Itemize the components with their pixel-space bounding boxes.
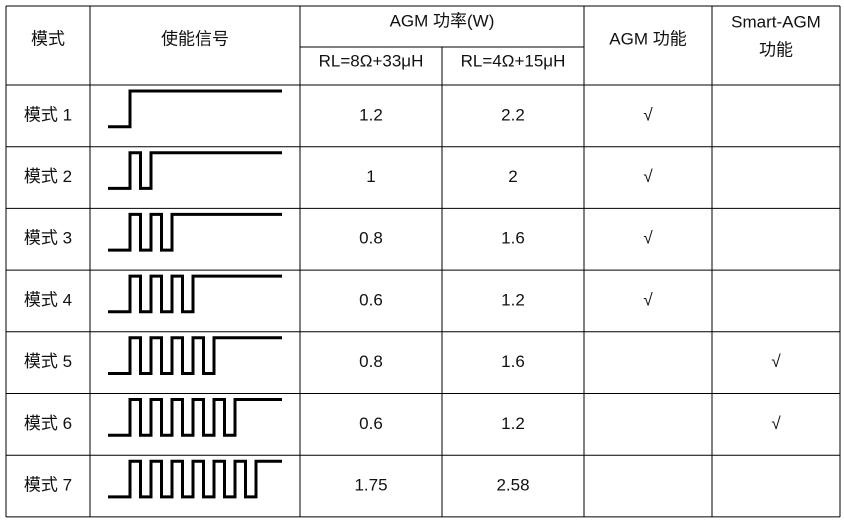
enable-signal-wave <box>108 274 282 314</box>
header-smart-agm: 功能 <box>759 40 793 59</box>
cell: 0.6 <box>359 290 383 309</box>
enable-signal-wave <box>108 151 282 190</box>
header-smart-agm: Smart-AGM <box>731 12 821 31</box>
cell: 1 <box>366 167 375 186</box>
header-agm: AGM 功能 <box>609 29 686 48</box>
cell: 0.8 <box>359 229 383 248</box>
enable-signal-wave <box>108 336 282 375</box>
header-rl8: RL=8Ω+33μH <box>319 51 424 70</box>
header-agm-power: AGM 功率(W) <box>390 11 495 30</box>
cell: 1.2 <box>501 414 525 433</box>
mode-label: 模式 6 <box>24 414 72 433</box>
mode-label: 模式 4 <box>24 290 72 309</box>
header-signal: 使能信号 <box>161 28 229 48</box>
enable-signal-wave <box>108 89 282 129</box>
header-rl4: RL=4Ω+15μH <box>461 51 566 70</box>
mode-label: 模式 7 <box>24 476 72 495</box>
cell: 0.8 <box>359 352 383 371</box>
mode-label: 模式 2 <box>24 167 72 186</box>
cell: √ <box>643 229 653 248</box>
cell: 1.2 <box>501 290 525 309</box>
cell: 1.75 <box>354 476 387 495</box>
cell: 1.2 <box>359 105 383 124</box>
enable-signal-wave <box>108 212 282 252</box>
cell: 2.58 <box>496 476 529 495</box>
mode-label: 模式 3 <box>24 229 72 248</box>
cell: √ <box>643 290 653 309</box>
cell: 2 <box>508 167 517 186</box>
enable-signal-wave <box>108 398 282 437</box>
cell: √ <box>771 414 781 433</box>
header-mode: 模式 <box>31 29 65 48</box>
mode-label: 模式 1 <box>24 105 72 124</box>
cell: 0.6 <box>359 414 383 433</box>
borders <box>5 5 841 517</box>
cell: 1.6 <box>501 352 525 371</box>
mode-label: 模式 5 <box>24 352 72 371</box>
cell: 2.2 <box>501 105 525 124</box>
cell: 1.6 <box>501 229 525 248</box>
enable-signal-wave <box>108 459 282 499</box>
cell: √ <box>643 167 653 186</box>
cell: √ <box>771 352 781 371</box>
cell: √ <box>643 105 653 124</box>
